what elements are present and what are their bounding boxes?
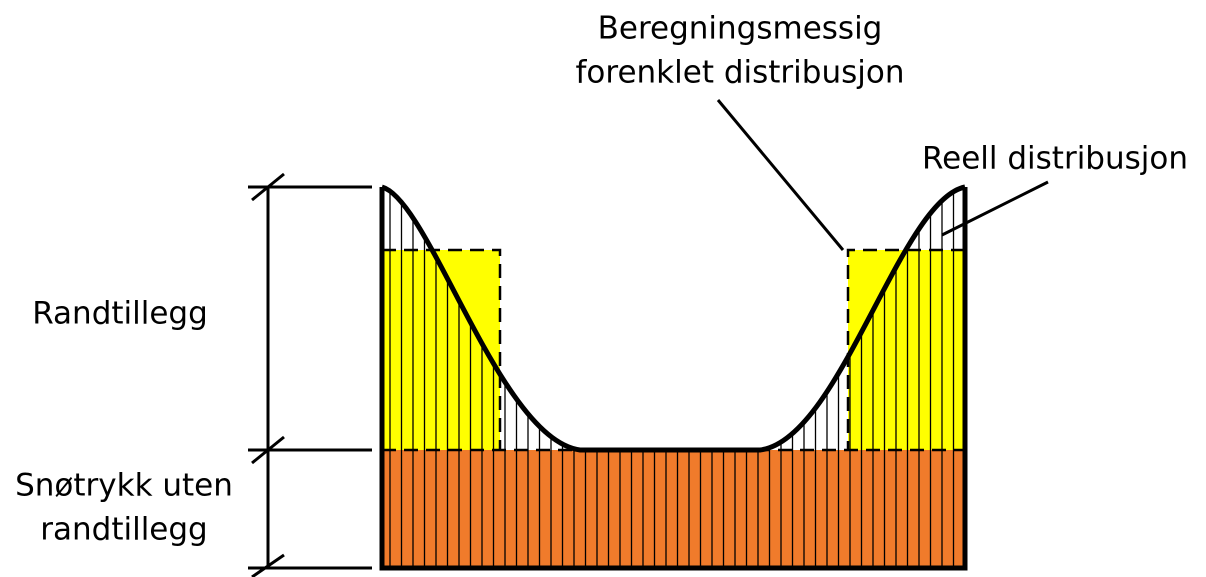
label: forenklet distribusjon — [576, 55, 905, 91]
dimension — [248, 172, 372, 577]
label: Reell distribusjon — [922, 141, 1188, 177]
dashed-lines — [382, 248, 965, 452]
label: Snøtrykk uten — [15, 468, 233, 504]
label: Beregningsmessig — [598, 11, 883, 47]
outline — [379, 187, 968, 571]
leaders — [716, 99, 1049, 251]
yellow-right — [848, 250, 965, 450]
label: randtillegg — [40, 512, 208, 548]
base-load — [382, 450, 965, 568]
label: Randtillegg — [32, 296, 208, 332]
